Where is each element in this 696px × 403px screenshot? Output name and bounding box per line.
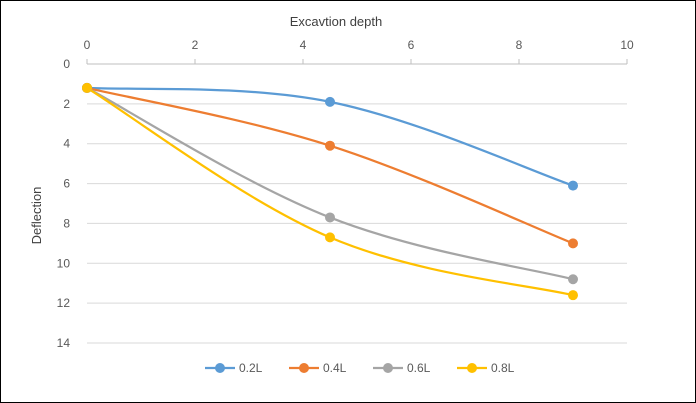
y-tick-label: 0 xyxy=(63,57,70,71)
y-tick-label: 12 xyxy=(57,296,71,310)
y-tick-label: 14 xyxy=(57,336,71,350)
data-point-0.8L xyxy=(568,290,578,301)
x-tick-label: 2 xyxy=(192,38,199,52)
series-lines xyxy=(82,82,578,301)
x-axis-title: Excavtion depth xyxy=(290,14,383,29)
data-point-0.6L xyxy=(568,274,578,285)
y-tick-label: 4 xyxy=(63,137,70,151)
data-point-0.2L xyxy=(325,96,335,107)
data-point-0.2L xyxy=(568,180,578,191)
data-point-0.4L xyxy=(568,238,578,249)
legend-marker-0.4L xyxy=(299,363,309,373)
legend-label-0.2L: 0.2L xyxy=(239,361,263,375)
x-tick-label: 8 xyxy=(516,38,523,52)
data-point-0.6L xyxy=(325,212,335,223)
legend-marker-0.6L xyxy=(383,363,393,373)
y-tick-label: 8 xyxy=(63,216,70,230)
legend-label-0.4L: 0.4L xyxy=(323,361,347,375)
grid-lines xyxy=(86,59,628,344)
legend-label-0.6L: 0.6L xyxy=(407,361,431,375)
y-axis-title: Deflection xyxy=(29,187,44,245)
x-tick-label: 4 xyxy=(300,38,307,52)
x-tick-label: 6 xyxy=(408,38,415,52)
data-point-0.8L xyxy=(325,232,335,243)
x-tick-label: 0 xyxy=(84,38,91,52)
y-tick-label: 10 xyxy=(57,256,71,270)
legend-marker-0.8L xyxy=(467,363,477,373)
x-tick-label: 10 xyxy=(620,38,634,52)
tick-labels: 0 2 4 6 8 10 12 14 0 2 4 6 8 10 xyxy=(57,38,634,350)
legend-marker-0.2L xyxy=(215,363,225,373)
data-point-0.4L xyxy=(325,140,335,151)
legend-label-0.8L: 0.8L xyxy=(491,361,515,375)
y-tick-label: 6 xyxy=(63,177,70,191)
legend: 0.2L 0.4L 0.6L 0.8L xyxy=(205,361,515,375)
data-point-0.8L xyxy=(82,82,92,93)
y-tick-label: 2 xyxy=(63,97,70,111)
